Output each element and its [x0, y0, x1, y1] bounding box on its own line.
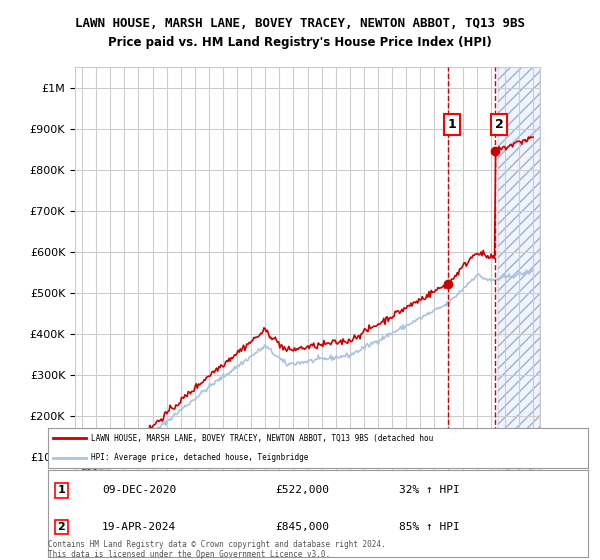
- Text: LAWN HOUSE, MARSH LANE, BOVEY TRACEY, NEWTON ABBOT, TQ13 9BS (detached hou: LAWN HOUSE, MARSH LANE, BOVEY TRACEY, NE…: [91, 433, 433, 443]
- Text: 19-APR-2024: 19-APR-2024: [102, 522, 176, 532]
- Text: Price paid vs. HM Land Registry's House Price Index (HPI): Price paid vs. HM Land Registry's House …: [108, 36, 492, 49]
- Text: Contains HM Land Registry data © Crown copyright and database right 2024.
This d: Contains HM Land Registry data © Crown c…: [48, 540, 386, 559]
- Text: HPI: Average price, detached house, Teignbridge: HPI: Average price, detached house, Teig…: [91, 453, 308, 463]
- Text: 2: 2: [58, 522, 65, 532]
- Text: £522,000: £522,000: [275, 486, 329, 496]
- Text: 85% ↑ HPI: 85% ↑ HPI: [399, 522, 460, 532]
- Text: 32% ↑ HPI: 32% ↑ HPI: [399, 486, 460, 496]
- Text: 1: 1: [58, 486, 65, 496]
- Text: 09-DEC-2020: 09-DEC-2020: [102, 486, 176, 496]
- Text: LAWN HOUSE, MARSH LANE, BOVEY TRACEY, NEWTON ABBOT, TQ13 9BS: LAWN HOUSE, MARSH LANE, BOVEY TRACEY, NE…: [75, 17, 525, 30]
- Text: 2: 2: [495, 118, 503, 131]
- Text: £845,000: £845,000: [275, 522, 329, 532]
- Text: 1: 1: [448, 118, 456, 131]
